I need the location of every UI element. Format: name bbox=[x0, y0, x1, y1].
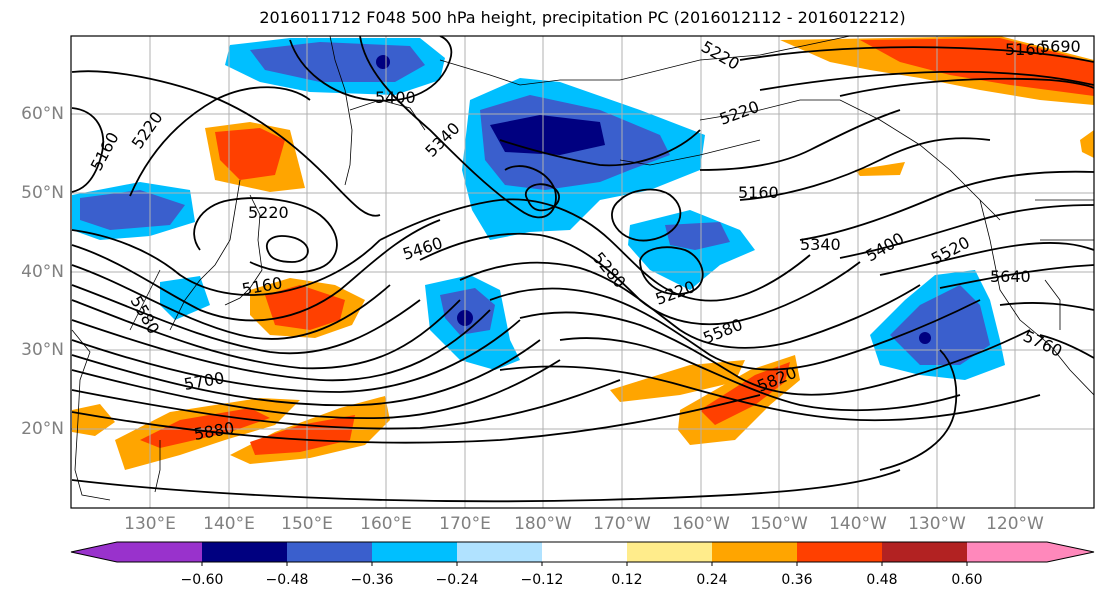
contour-label: 5640 bbox=[990, 267, 1031, 286]
lon-tick-label: 180°W bbox=[514, 514, 572, 534]
colorbar-tick-label: −0.24 bbox=[435, 572, 479, 588]
contour-label: 5340 bbox=[800, 235, 841, 254]
map-frame bbox=[70, 35, 1095, 509]
colorbar-tick-label: 0.60 bbox=[951, 572, 983, 588]
colorbar-tick-label: −0.36 bbox=[350, 572, 394, 588]
colorbar-tick-label: 0.36 bbox=[781, 572, 813, 588]
lat-tick-label: 20°N bbox=[21, 419, 64, 439]
contour-label: 5160 bbox=[1005, 40, 1046, 59]
coastlines bbox=[71, 36, 1094, 501]
contour-label: 5400 bbox=[375, 88, 416, 107]
colorbar-tick-label: 0.12 bbox=[611, 572, 643, 588]
colorbar-tick-label: −0.48 bbox=[265, 572, 309, 588]
colorbar-tick-label: −0.60 bbox=[180, 572, 224, 588]
colorbar bbox=[70, 541, 1095, 566]
lon-tick-label: 130°E bbox=[124, 514, 176, 534]
lon-tick-label: 150°W bbox=[750, 514, 808, 534]
lon-tick-label: 140°W bbox=[829, 514, 887, 534]
contour-label: 5160 bbox=[738, 183, 779, 202]
lon-tick-label: 150°E bbox=[281, 514, 333, 534]
lon-tick-label: 160°W bbox=[672, 514, 730, 534]
lon-tick-label: 170°W bbox=[593, 514, 651, 534]
lon-tick-label: 120°W bbox=[986, 514, 1044, 534]
lon-tick-label: 130°W bbox=[908, 514, 966, 534]
lat-tick-label: 60°N bbox=[21, 104, 64, 124]
map-title: 2016011712 F048 500 hPa height, precipit… bbox=[259, 8, 906, 27]
lat-tick-label: 40°N bbox=[21, 262, 64, 282]
lon-tick-label: 170°E bbox=[439, 514, 491, 534]
lat-tick-label: 50°N bbox=[21, 183, 64, 203]
lon-tick-label: 160°E bbox=[360, 514, 412, 534]
colorbar-tick-label: −0.12 bbox=[520, 572, 564, 588]
contour-label: 5220 bbox=[248, 203, 289, 222]
colorbar-extend-high bbox=[1047, 542, 1094, 562]
gridlines bbox=[71, 36, 1094, 508]
colorbar-extend-low bbox=[71, 542, 117, 562]
height-contours bbox=[71, 36, 1094, 503]
lat-tick-label: 30°N bbox=[21, 340, 64, 360]
colorbar-tick-label: 0.24 bbox=[696, 572, 728, 588]
contour-label: 5690 bbox=[1040, 37, 1081, 56]
lon-tick-label: 140°E bbox=[203, 514, 255, 534]
colorbar-tick-label: 0.48 bbox=[866, 572, 898, 588]
